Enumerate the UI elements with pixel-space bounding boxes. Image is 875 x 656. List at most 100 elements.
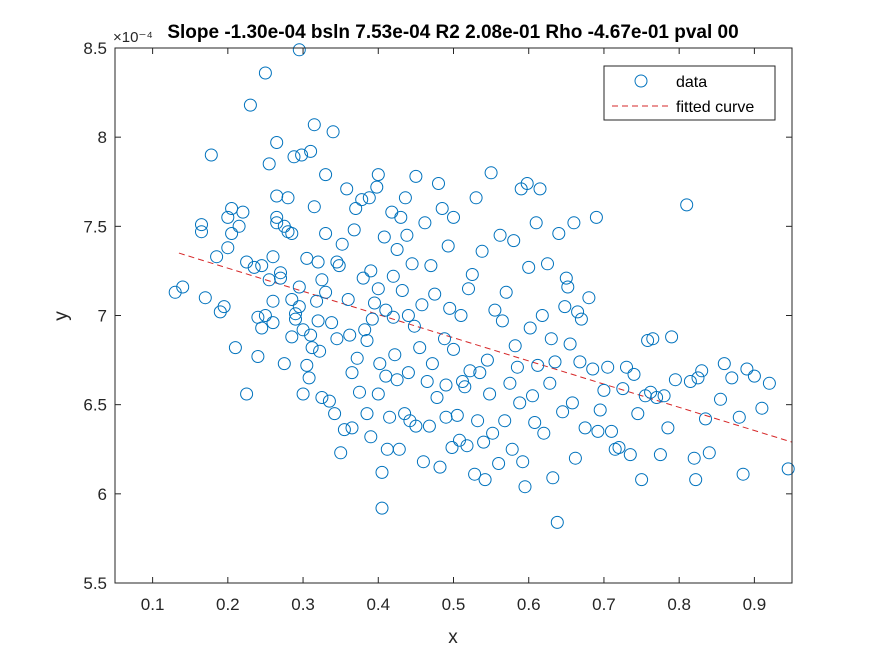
data-point xyxy=(689,473,703,487)
data-point xyxy=(556,405,570,419)
data-point xyxy=(210,250,224,264)
data-point xyxy=(377,230,391,244)
data-point xyxy=(302,371,316,385)
data-point xyxy=(195,225,208,239)
data-point xyxy=(458,380,472,394)
data-point xyxy=(428,287,442,301)
data-point xyxy=(319,168,333,182)
data-point xyxy=(221,241,235,255)
data-point xyxy=(240,387,254,401)
data-point xyxy=(266,250,280,264)
data-point xyxy=(422,419,436,433)
data-point xyxy=(390,373,404,387)
data-point xyxy=(370,180,384,194)
data-point xyxy=(330,255,344,269)
data-point xyxy=(653,448,667,462)
data-point xyxy=(591,424,605,438)
data-points xyxy=(168,43,795,529)
data-point xyxy=(589,210,603,224)
data-point xyxy=(725,371,739,385)
data-point xyxy=(568,451,582,465)
data-point xyxy=(578,421,592,435)
data-point xyxy=(567,216,581,230)
data-point xyxy=(386,269,400,283)
data-point xyxy=(498,414,512,428)
data-point xyxy=(418,216,432,230)
data-point xyxy=(221,210,235,224)
data-point xyxy=(394,210,408,224)
data-point xyxy=(478,473,492,487)
x-tick-label: 0.4 xyxy=(366,595,390,614)
data-point xyxy=(499,285,513,299)
data-point xyxy=(439,378,453,392)
data-point xyxy=(537,426,551,440)
x-tick-label: 0.6 xyxy=(517,595,541,614)
data-point xyxy=(563,337,577,351)
data-point xyxy=(762,376,776,390)
y-tick-label: 6 xyxy=(98,485,107,504)
chart-title: Slope -1.30e-04 bsln 7.53e-04 R2 2.08e-0… xyxy=(167,22,738,43)
data-point xyxy=(781,462,795,476)
data-point xyxy=(375,465,389,479)
data-point xyxy=(356,271,370,285)
data-point xyxy=(262,157,276,171)
data-point xyxy=(266,316,280,330)
data-point xyxy=(300,358,314,372)
data-point xyxy=(304,328,318,342)
data-point xyxy=(270,216,284,230)
data-point xyxy=(463,364,477,378)
data-point xyxy=(740,362,754,376)
data-point xyxy=(454,309,468,322)
data-point xyxy=(258,309,272,322)
data-point xyxy=(343,328,357,342)
data-point xyxy=(270,210,284,224)
data-point xyxy=(364,264,378,278)
data-point xyxy=(295,148,309,162)
data-point xyxy=(311,255,325,269)
data-point xyxy=(552,227,566,240)
data-point xyxy=(683,375,697,388)
x-tick-label: 0.7 xyxy=(592,595,616,614)
data-point xyxy=(488,303,502,317)
data-point xyxy=(505,442,519,456)
data-point xyxy=(661,421,675,435)
data-point xyxy=(495,314,509,328)
data-point xyxy=(296,323,310,337)
data-point xyxy=(289,307,302,321)
data-point xyxy=(371,282,385,296)
data-point xyxy=(330,332,344,346)
data-point xyxy=(379,303,393,317)
data-point xyxy=(332,259,346,273)
data-point xyxy=(358,323,372,337)
data-point xyxy=(695,364,709,378)
data-point xyxy=(251,350,265,363)
data-point xyxy=(627,367,641,381)
data-point xyxy=(612,441,626,454)
data-point xyxy=(319,285,333,299)
data-point xyxy=(443,301,457,315)
data-point xyxy=(400,228,414,242)
data-point xyxy=(334,446,348,460)
data-point xyxy=(364,430,378,444)
data-point xyxy=(198,291,212,305)
data-point xyxy=(350,351,364,365)
data-point xyxy=(407,319,421,333)
data-point xyxy=(717,357,731,371)
data-point xyxy=(401,366,415,380)
data-point xyxy=(447,342,460,356)
data-point xyxy=(475,244,489,258)
data-point xyxy=(508,339,522,353)
data-point xyxy=(462,282,475,296)
data-point xyxy=(635,473,649,487)
y-tick-label: 6.5 xyxy=(83,396,107,415)
data-point xyxy=(441,239,455,253)
data-point xyxy=(528,416,542,429)
data-point xyxy=(247,260,261,274)
data-point xyxy=(522,260,536,274)
data-point xyxy=(388,348,402,362)
data-point xyxy=(543,376,557,390)
data-point xyxy=(732,410,746,424)
data-point xyxy=(266,294,280,308)
data-point xyxy=(520,177,534,190)
data-point xyxy=(605,424,618,438)
